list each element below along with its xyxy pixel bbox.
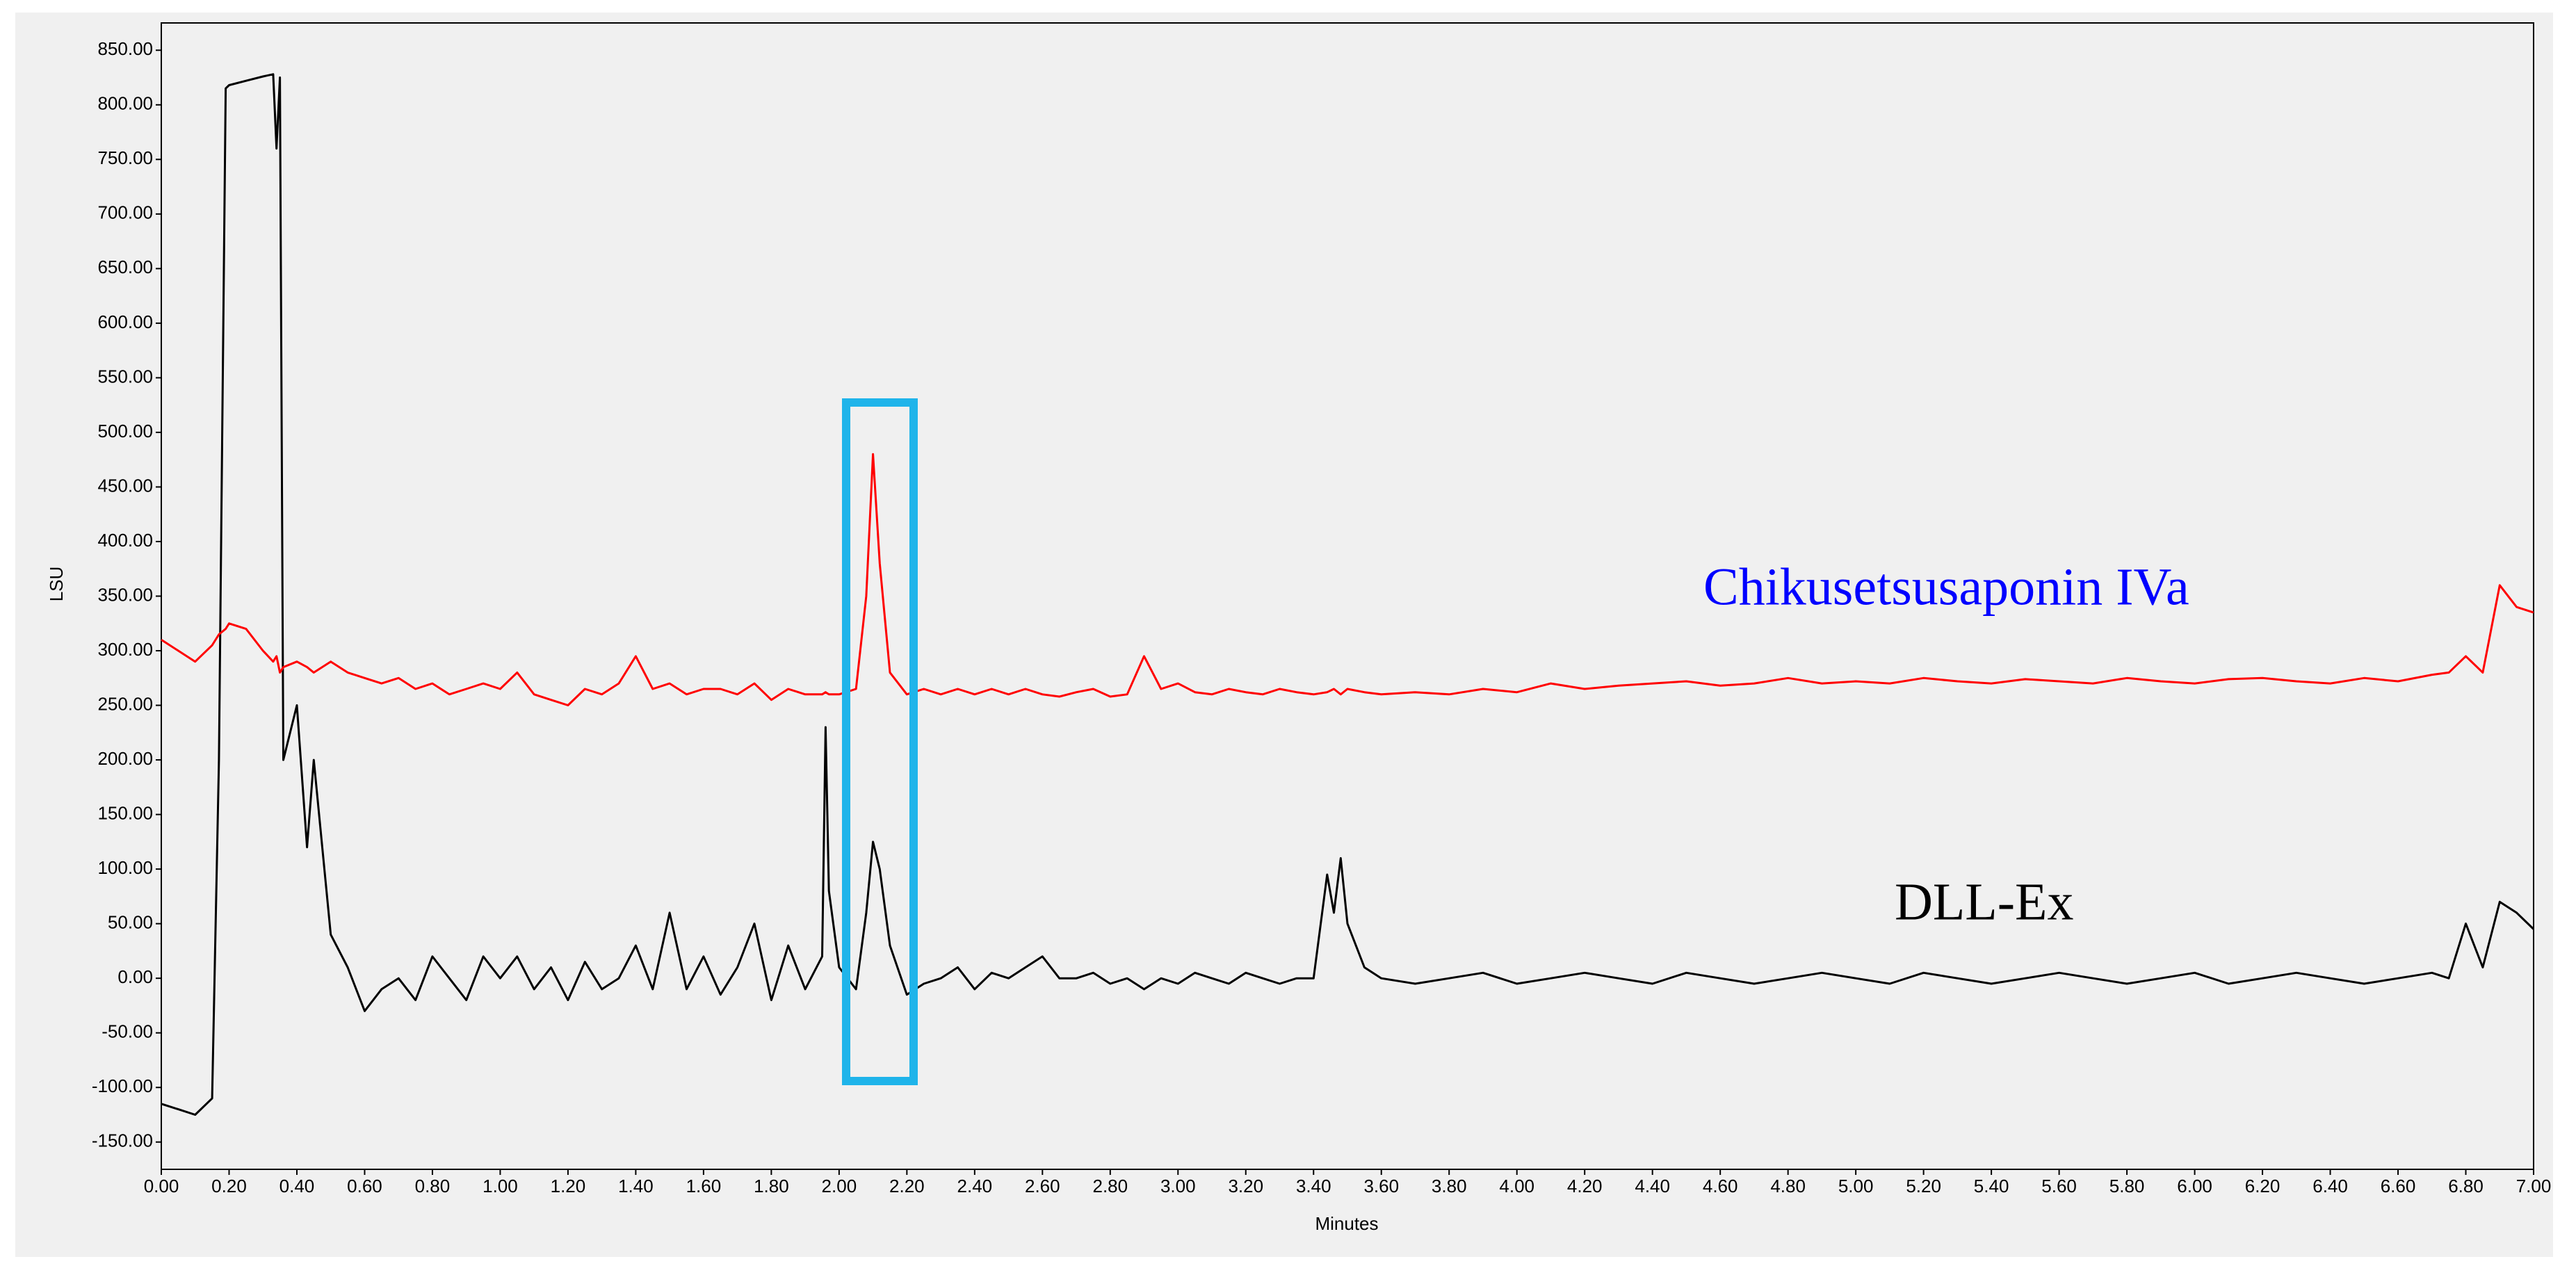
y-tick-label: 850.00 (97, 38, 153, 59)
x-tick-label: 0.40 (280, 1176, 315, 1196)
x-tick-label: 4.40 (1635, 1176, 1670, 1196)
y-tick-label: 100.00 (97, 857, 153, 878)
x-tick-label: 5.60 (2041, 1176, 2077, 1196)
x-tick-label: 1.00 (483, 1176, 518, 1196)
x-tick-label: 4.60 (1703, 1176, 1738, 1196)
x-tick-label: 5.80 (2109, 1176, 2145, 1196)
x-tick-label: 6.20 (2245, 1176, 2281, 1196)
series-label: Chikusetsusaponin IVa (1703, 558, 2189, 616)
y-tick-label: 200.00 (97, 748, 153, 769)
series-label: DLL-Ex (1895, 872, 2073, 931)
y-tick-label: 800.00 (97, 93, 153, 114)
x-tick-label: 0.80 (415, 1176, 451, 1196)
x-tick-label: 1.80 (754, 1176, 789, 1196)
x-tick-label: 5.00 (1838, 1176, 1874, 1196)
y-axis-title: LSU (46, 567, 67, 602)
y-tick-label: 400.00 (97, 530, 153, 551)
x-tick-label: 6.40 (2312, 1176, 2348, 1196)
x-tick-label: 6.00 (2177, 1176, 2212, 1196)
series-line (161, 73, 2535, 1116)
x-axis-title: Minutes (1315, 1213, 1378, 1234)
x-tick-label: 0.60 (347, 1176, 382, 1196)
y-tick-label: -150.00 (92, 1130, 153, 1151)
x-tick-label: 4.80 (1770, 1176, 1806, 1196)
x-tick-label: 5.20 (1906, 1176, 1941, 1196)
y-tick-label: 750.00 (97, 147, 153, 168)
highlight-box (842, 398, 918, 1085)
x-tick-label: 1.60 (686, 1176, 722, 1196)
y-tick-label: 250.00 (97, 693, 153, 714)
x-tick-label: 5.40 (1974, 1176, 2009, 1196)
y-tick-label: -50.00 (102, 1021, 153, 1042)
y-tick-label: 150.00 (97, 802, 153, 823)
y-tick-label: 350.00 (97, 584, 153, 605)
x-tick-label: 4.00 (1499, 1176, 1534, 1196)
x-tick-label: 3.20 (1228, 1176, 1263, 1196)
y-tick-label: 700.00 (97, 202, 153, 223)
series-line (161, 453, 2534, 706)
x-tick-label: 1.40 (618, 1176, 654, 1196)
x-tick-label: 1.20 (551, 1176, 586, 1196)
y-tick-label: 650.00 (97, 257, 153, 277)
x-tick-label: 3.00 (1160, 1176, 1196, 1196)
plot-marks (161, 73, 2535, 1116)
x-tick-label: 2.80 (1092, 1176, 1128, 1196)
y-tick-label: 450.00 (97, 475, 153, 496)
x-tick-label: 2.20 (889, 1176, 925, 1196)
y-tick-label: 300.00 (97, 639, 153, 660)
y-tick-label: 600.00 (97, 311, 153, 332)
y-tick-label: 50.00 (108, 912, 153, 933)
x-tick-label: 0.00 (144, 1176, 179, 1196)
y-tick-label: 0.00 (118, 966, 153, 987)
x-tick-label: 3.60 (1363, 1176, 1399, 1196)
y-tick-label: 500.00 (97, 421, 153, 441)
y-tick-label: -100.00 (92, 1075, 153, 1096)
x-tick-label: 3.40 (1296, 1176, 1331, 1196)
x-tick-label: 2.40 (957, 1176, 993, 1196)
x-tick-label: 3.80 (1432, 1176, 1467, 1196)
x-tick-label: 7.00 (2516, 1176, 2552, 1196)
x-tick-label: 6.80 (2448, 1176, 2484, 1196)
x-tick-label: 2.60 (1025, 1176, 1060, 1196)
x-tick-label: 2.00 (822, 1176, 857, 1196)
x-tick-label: 6.60 (2381, 1176, 2416, 1196)
x-tick-label: 4.20 (1567, 1176, 1603, 1196)
x-tick-label: 0.20 (211, 1176, 247, 1196)
y-tick-label: 550.00 (97, 366, 153, 387)
